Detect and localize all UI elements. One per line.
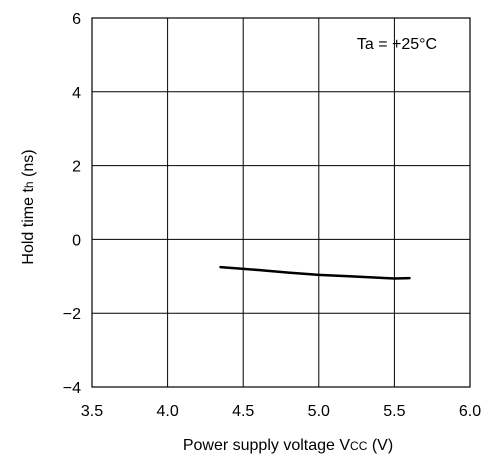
x-axis-label: Power supply voltage VCC (V) <box>183 437 393 454</box>
x-tick-label: 5.5 <box>383 403 405 420</box>
y-tick-labels: −4 −2 0 2 4 6 <box>63 11 81 397</box>
x-tick-label: 5.0 <box>308 403 330 420</box>
plot-frame <box>91 17 471 388</box>
y-axis-label-main: Hold time t <box>20 188 37 265</box>
x-tick-label: 4.0 <box>156 403 178 420</box>
x-tick-labels: 3.5 4.0 4.5 5.0 5.5 6.0 <box>81 403 481 420</box>
x-axis-label-main: Power supply voltage V <box>183 437 351 454</box>
y-tick-label: 2 <box>72 159 81 176</box>
y-axis-label-unit: (ns) <box>20 149 37 181</box>
y-tick-label: 4 <box>72 85 81 102</box>
x-tick-label: 6.0 <box>459 403 481 420</box>
y-tick-label: −2 <box>63 306 81 323</box>
y-tick-label: 0 <box>72 232 81 249</box>
x-axis-label-unit: (V) <box>367 437 393 454</box>
series-line <box>219 265 411 280</box>
grid-lines <box>92 18 470 387</box>
x-axis-label-subscript: CC <box>350 439 368 453</box>
y-axis-label: Hold time th (ns) <box>20 149 37 264</box>
y-tick-label: 6 <box>72 11 81 28</box>
x-tick-label: 3.5 <box>81 403 103 420</box>
temperature-annotation: Ta = +25°C <box>357 36 437 53</box>
x-tick-label: 4.5 <box>232 403 254 420</box>
y-tick-label: −4 <box>63 380 81 397</box>
y-axis-label-subscript: h <box>22 181 36 188</box>
